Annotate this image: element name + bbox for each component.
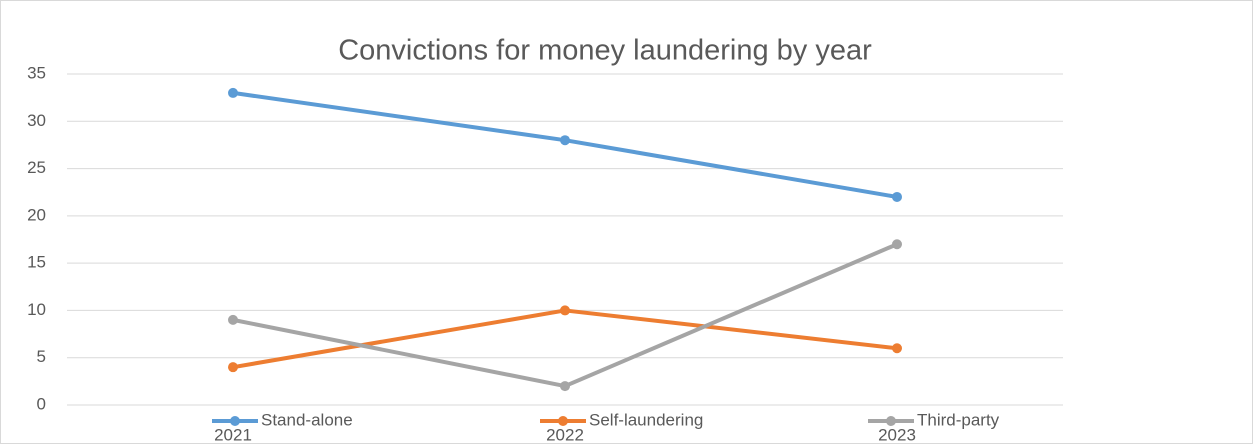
- y-tick-label: 15: [27, 253, 46, 272]
- legend-label: Stand-alone: [261, 410, 353, 429]
- x-tick-label: 2021: [214, 425, 252, 444]
- legend-label: Third-party: [917, 410, 1000, 429]
- x-tick-label: 2022: [546, 425, 584, 444]
- series-marker: [560, 381, 570, 392]
- legend-marker: [886, 416, 896, 426]
- legend-marker: [558, 416, 568, 426]
- y-tick-label: 10: [27, 300, 46, 319]
- x-tick-label: 2023: [878, 425, 916, 444]
- series-marker: [228, 362, 238, 373]
- series-marker: [228, 314, 238, 325]
- chart-title: Convictions for money laundering by year: [338, 35, 872, 67]
- legend-marker: [230, 416, 240, 426]
- y-tick-label: 20: [27, 205, 46, 224]
- y-tick-label: 30: [27, 111, 46, 130]
- series-marker: [892, 239, 902, 250]
- y-tick-label: 25: [27, 158, 46, 177]
- series-marker: [892, 191, 902, 202]
- y-tick-label: 5: [37, 347, 46, 366]
- series-marker: [560, 305, 570, 316]
- y-tick-label: 35: [27, 63, 46, 82]
- legend-label: Self-laundering: [589, 410, 703, 429]
- y-tick-label: 0: [37, 394, 46, 413]
- series-marker: [892, 343, 902, 354]
- series-marker: [560, 135, 570, 146]
- series-marker: [228, 87, 238, 98]
